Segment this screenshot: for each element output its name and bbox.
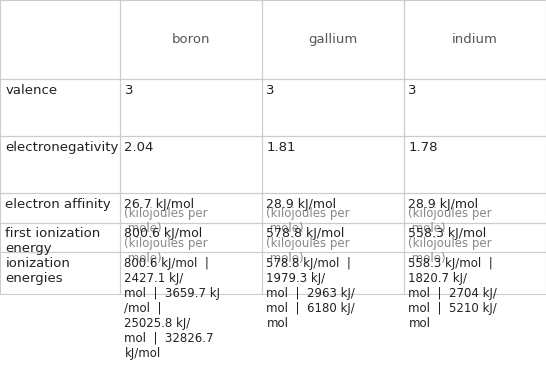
Text: first ionization
energy: first ionization energy — [5, 227, 100, 255]
Text: 558.3 kJ/mol  |
1820.7 kJ/
mol  |  2704 kJ/
mol  |  5210 kJ/
mol: 558.3 kJ/mol | 1820.7 kJ/ mol | 2704 kJ/… — [408, 257, 497, 330]
Text: gallium: gallium — [308, 33, 358, 46]
Text: (kilojoules per
 mole): (kilojoules per mole) — [266, 236, 350, 265]
Text: 26.7 kJ/mol: 26.7 kJ/mol — [124, 197, 194, 211]
Text: boron: boron — [172, 33, 210, 46]
Text: 1.81: 1.81 — [266, 141, 296, 154]
Text: 28.9 kJ/mol: 28.9 kJ/mol — [408, 197, 478, 211]
Text: (kilojoules per
 mole): (kilojoules per mole) — [124, 207, 208, 235]
Text: indium: indium — [452, 33, 498, 46]
Text: 1.78: 1.78 — [408, 141, 438, 154]
Text: (kilojoules per
 mole): (kilojoules per mole) — [408, 236, 492, 265]
Text: 578.8 kJ/mol: 578.8 kJ/mol — [266, 227, 345, 240]
Text: ionization
energies: ionization energies — [5, 257, 70, 285]
Text: valence: valence — [5, 84, 57, 97]
Text: (kilojoules per
 mole): (kilojoules per mole) — [124, 236, 208, 265]
Text: 558.3 kJ/mol: 558.3 kJ/mol — [408, 227, 486, 240]
Text: electronegativity: electronegativity — [5, 141, 119, 154]
Text: 3: 3 — [124, 84, 133, 97]
Text: (kilojoules per
 mole): (kilojoules per mole) — [266, 207, 350, 235]
Text: (kilojoules per
 mole): (kilojoules per mole) — [408, 207, 492, 235]
Text: electron affinity: electron affinity — [5, 197, 111, 211]
Text: 3: 3 — [266, 84, 275, 97]
Text: 800.6 kJ/mol  |
2427.1 kJ/
mol  |  3659.7 kJ
/mol  |
25025.8 kJ/
mol  |  32826.7: 800.6 kJ/mol | 2427.1 kJ/ mol | 3659.7 k… — [124, 257, 221, 359]
Text: 578.8 kJ/mol  |
1979.3 kJ/
mol  |  2963 kJ/
mol  |  6180 kJ/
mol: 578.8 kJ/mol | 1979.3 kJ/ mol | 2963 kJ/… — [266, 257, 355, 330]
Text: 28.9 kJ/mol: 28.9 kJ/mol — [266, 197, 336, 211]
Text: 3: 3 — [408, 84, 417, 97]
Text: 800.6 kJ/mol: 800.6 kJ/mol — [124, 227, 203, 240]
Text: 2.04: 2.04 — [124, 141, 154, 154]
